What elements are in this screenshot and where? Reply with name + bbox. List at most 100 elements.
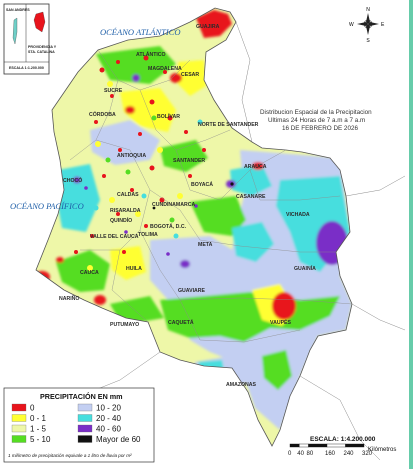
dept-label-bogota: BOGOTÁ, D.C. bbox=[150, 223, 187, 230]
legend-swatch-0 bbox=[11, 403, 27, 412]
legend-label-7: Mayor de 60 bbox=[96, 435, 141, 444]
legend-footnote: 1 milímetro de precipitación equivale a … bbox=[8, 453, 132, 458]
zone-0-putumayo bbox=[94, 295, 106, 305]
zone-40-60-magdalena bbox=[132, 74, 140, 82]
inset-scale: ESCALA 1:1.200.000 bbox=[9, 66, 44, 70]
legend-swatch-3 bbox=[11, 435, 27, 443]
dept-label-boyaca: BOYACÁ bbox=[191, 181, 213, 188]
dept-label-arauca: ARAUCA bbox=[244, 164, 267, 170]
legend-label-6: 40 - 60 bbox=[96, 425, 121, 434]
zone-0-1-cesar bbox=[178, 60, 206, 96]
zone-20-40-casanare bbox=[230, 164, 272, 196]
dept-label-narino: NARIÑO bbox=[59, 295, 79, 302]
department-labels: GUAJIRA ATLÁNTICO MAGDALENA CESAR SUCRE … bbox=[59, 24, 316, 388]
scale-segment-2 bbox=[308, 443, 328, 448]
zone-40-60-choco bbox=[73, 176, 81, 184]
dept-label-putumayo: PUTUMAYO bbox=[110, 322, 139, 328]
dept-label-caqueta: CAQUETÁ bbox=[168, 319, 194, 326]
dept-label-amazonas: AMAZONAS bbox=[226, 382, 257, 388]
compass-rose: N S E W bbox=[349, 7, 385, 44]
scale-bar: ESCALA: 1:4.200.000 0 40 80 160 240 320 Kilóm… bbox=[288, 436, 396, 457]
scale-segment-4 bbox=[345, 443, 365, 448]
zone-5-10-meta-north bbox=[190, 196, 246, 236]
dept-label-quindio: QUINDÍO bbox=[110, 216, 132, 224]
compass-s: S bbox=[366, 38, 370, 44]
dept-label-meta: META bbox=[198, 242, 213, 248]
zone-5-10-putumayo bbox=[110, 296, 164, 322]
dept-label-choco: CHOCÓ bbox=[63, 176, 82, 184]
scale-tick-0: 0 bbox=[288, 451, 292, 457]
zone-0-cauca bbox=[56, 257, 64, 263]
dept-label-valle: VALLE DEL CAUCA bbox=[90, 234, 139, 240]
scale-segment-0 bbox=[289, 443, 300, 448]
inset-label-san-andres: SAN ANDRÉS bbox=[6, 7, 30, 12]
scale-tick-3: 160 bbox=[325, 451, 336, 457]
legend-swatch-6 bbox=[77, 424, 93, 433]
dept-label-cauca: CAUCA bbox=[80, 270, 99, 276]
scale-unit: Kilómetros bbox=[368, 447, 396, 453]
right-edge-strip bbox=[409, 0, 413, 469]
legend-label-5: 20 - 40 bbox=[96, 414, 121, 423]
zone-10-20-meta bbox=[150, 236, 236, 300]
dept-label-cesar: CESAR bbox=[181, 72, 199, 78]
dept-label-cordoba: CÓRDOBA bbox=[89, 110, 116, 118]
zone-20-40-meta-east bbox=[232, 222, 274, 262]
legend-label-1: 0 - 1 bbox=[30, 414, 47, 423]
map-title: Distribucion Espacial de la Precipitacio… bbox=[260, 109, 372, 132]
zone-5-10-santander bbox=[160, 140, 208, 172]
zone-5-10-caribbean bbox=[96, 46, 176, 84]
legend-title: PRECIPITACIÓN EN mm bbox=[40, 392, 123, 401]
dept-label-vichada: VICHADA bbox=[286, 212, 310, 218]
zone-0-vaupes bbox=[272, 292, 296, 320]
inset-label-providencia-2: STA. CATALINA bbox=[28, 50, 55, 54]
scale-title: ESCALA: 1:4.200.000 bbox=[310, 436, 376, 443]
dept-label-bolivar: BOLÍVAR bbox=[157, 112, 180, 120]
dept-label-huila: HUILA bbox=[126, 266, 142, 272]
zone-0-cesar bbox=[170, 73, 182, 83]
zone-5-10-narino bbox=[56, 250, 110, 292]
legend-label-0: 0 bbox=[30, 404, 35, 413]
dept-label-guaviare: GUAVIARE bbox=[178, 288, 206, 294]
dept-label-santander: SANTANDER bbox=[173, 158, 205, 164]
legend-label-2: 1 - 5 bbox=[30, 425, 47, 434]
dept-label-guajira: GUAJIRA bbox=[196, 24, 220, 30]
dept-label-tolima: TOLIMA bbox=[138, 232, 158, 238]
zone-0-bolivar bbox=[125, 106, 135, 114]
scale-tick-5: 320 bbox=[362, 451, 373, 457]
providencia-island bbox=[33, 11, 46, 33]
inset-san-andres: SAN ANDRÉS PROVIDENCIA Y STA. CATALINA E… bbox=[3, 3, 57, 75]
legend-swatch-1 bbox=[11, 414, 27, 422]
legend-swatch-7 bbox=[77, 435, 93, 443]
dept-label-casanare: CASANARE bbox=[236, 194, 266, 200]
dept-label-caldas: CALDAS bbox=[117, 192, 139, 198]
dept-label-antioquia: ANTIOQUIA bbox=[117, 153, 146, 159]
legend-swatch-2 bbox=[11, 424, 27, 433]
san-andres-island bbox=[12, 17, 18, 45]
zone-10-20-antioquia bbox=[90, 120, 160, 165]
compass-n: N bbox=[366, 7, 370, 13]
legend: PRECIPITACIÓN EN mm 00 - 1 1 - 55 - 10 10 … bbox=[3, 387, 155, 463]
dept-label-sucre: SUCRE bbox=[104, 88, 123, 94]
compass-e: E bbox=[381, 22, 385, 28]
legend-swatch-4 bbox=[77, 403, 93, 412]
scale-tick-2: 80 bbox=[307, 451, 314, 457]
scale-segment-3 bbox=[326, 443, 346, 448]
dept-label-guainia: GUAINÍA bbox=[294, 264, 316, 272]
dept-label-vaupes: VAUPÉS bbox=[270, 318, 291, 326]
colombia-outline bbox=[35, 7, 353, 447]
department-boundaries bbox=[69, 49, 353, 343]
compass-w: W bbox=[349, 22, 354, 28]
legend-label-3: 5 - 10 bbox=[30, 435, 51, 444]
zone-0-guajira bbox=[196, 10, 232, 38]
dept-label-magdalena: MAGDALENA bbox=[148, 66, 182, 72]
inset-label-providencia-1: PROVIDENCIA Y bbox=[28, 45, 57, 49]
dept-label-norte-santander: NORTE DE SANTANDER bbox=[198, 122, 259, 128]
legend-label-4: 10 - 20 bbox=[96, 404, 121, 413]
legend-swatch-5 bbox=[77, 414, 93, 422]
title-line-2: Ultimas 24 Horas de 7 a.m a 7 a.m bbox=[268, 117, 365, 124]
ocean-label-atlantic: OCÉANO ATLÁNTICO bbox=[100, 27, 181, 37]
dept-label-risaralda: RISARALDA bbox=[110, 208, 141, 214]
ocean-label-pacific: OCÉANO PACÍFICO bbox=[10, 201, 84, 211]
title-line-1: Distribucion Espacial de la Precipitacio… bbox=[260, 109, 372, 116]
